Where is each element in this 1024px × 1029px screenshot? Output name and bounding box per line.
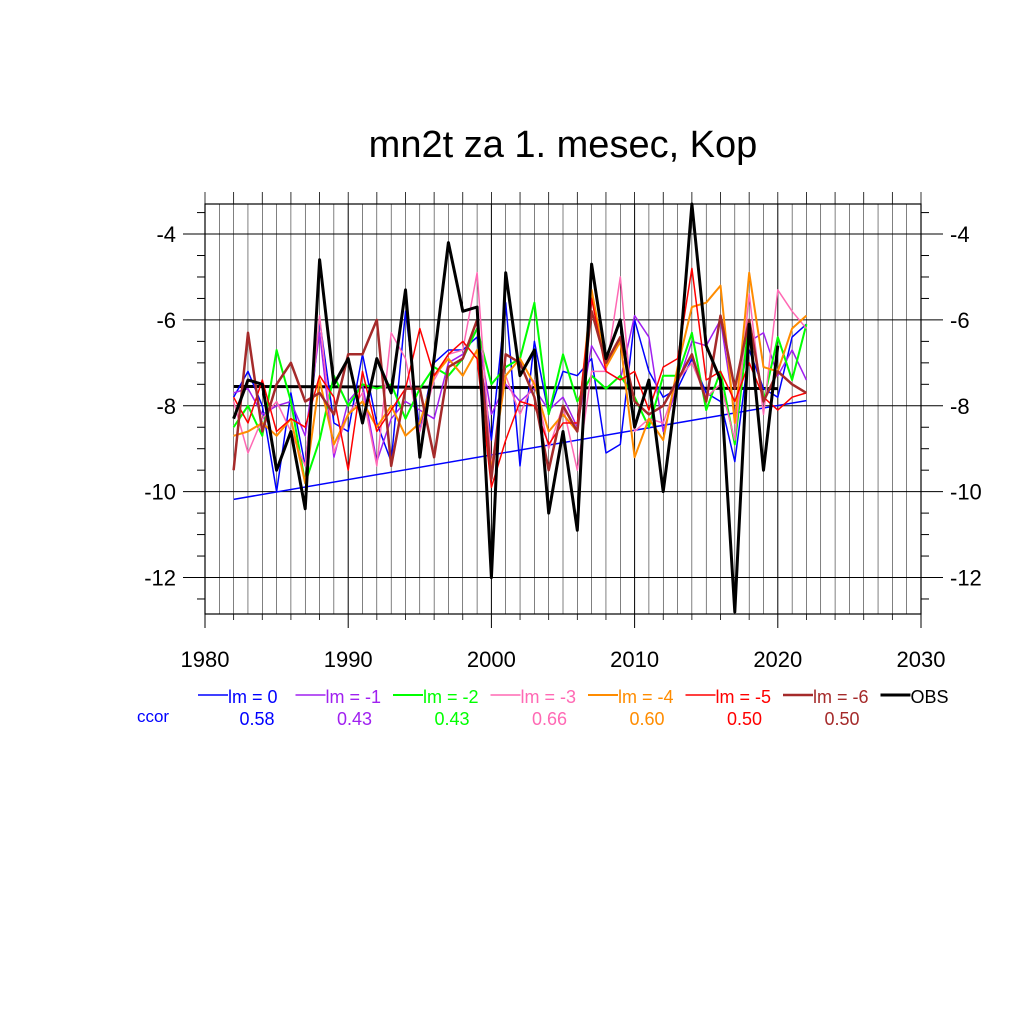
y-tick-label-right: -12: [950, 566, 982, 591]
plot-area: -4 -4 -6 -6 -8 -8 -10 -10 -12 -12 1980 1990 2000 2010…: [144, 192, 982, 672]
y-tick-label-right: -6: [950, 308, 970, 333]
ccor-label: ccor: [137, 707, 169, 726]
ccor-value: 0.58: [239, 709, 274, 729]
legend-label: lm = -6: [813, 687, 869, 707]
y-tick-label-left: -8: [156, 394, 176, 419]
chart-title: mn2t za 1. mesec, Kop: [369, 124, 758, 166]
legend-label: lm = -4: [618, 687, 674, 707]
legend-label: lm = 0: [228, 687, 278, 707]
legend-label: lm = -5: [716, 687, 772, 707]
series-line-4: [233, 271, 808, 485]
y-tick-label-right: -4: [950, 222, 970, 247]
ccor-value: 0.66: [532, 709, 567, 729]
y-tick-label-left: -4: [156, 222, 176, 247]
x-tick-label: 1980: [181, 647, 230, 672]
ccor-value: 0.60: [629, 709, 664, 729]
trend-line: [233, 399, 807, 501]
x-tick-label: 2020: [753, 647, 802, 672]
legend-label: lm = -2: [423, 687, 479, 707]
x-tick-label: 2010: [610, 647, 659, 672]
y-tick-label-left: -6: [156, 308, 176, 333]
trend-line: [233, 384, 778, 391]
series-line-7: [232, 202, 780, 614]
x-tick-label: 2030: [897, 647, 946, 672]
ccor-value: 0.50: [727, 709, 762, 729]
y-tick-label-left: -10: [144, 480, 176, 505]
y-tick-label-right: -8: [950, 394, 970, 419]
ccor-value: 0.43: [434, 709, 469, 729]
x-tick-label: 1990: [324, 647, 373, 672]
y-tick-label-right: -10: [950, 480, 982, 505]
ccor-value: 0.43: [337, 709, 372, 729]
legend-label: OBS: [911, 687, 949, 707]
ccor-value: 0.50: [824, 709, 859, 729]
legend-label: lm = -3: [521, 687, 577, 707]
legend-label: lm = -1: [326, 687, 382, 707]
series-line-6: [232, 310, 808, 481]
y-tick-label-left: -12: [144, 566, 176, 591]
plot-frame: [204, 203, 922, 615]
x-tick-label: 2000: [467, 647, 516, 672]
